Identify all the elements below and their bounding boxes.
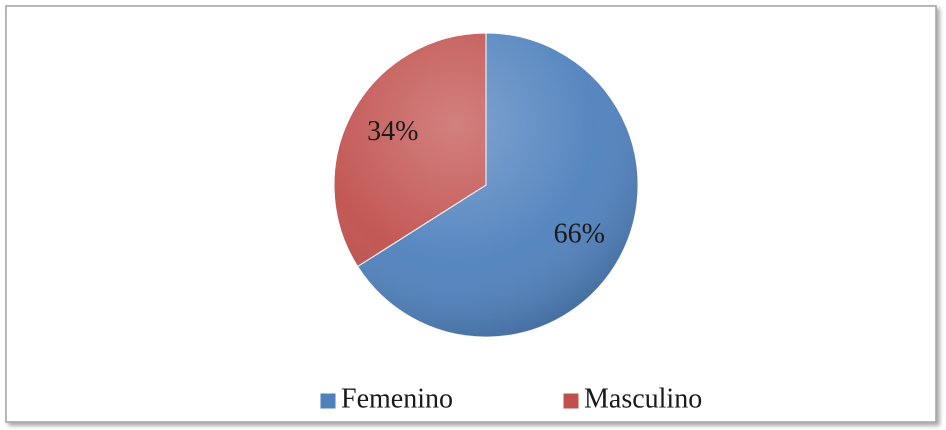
data-label: 66% [554,219,605,250]
legend-label: Femenino [341,383,453,414]
legend-swatch [319,392,337,410]
data-label: 34% [367,116,418,147]
legend-swatch [562,392,580,410]
legend-label: Masculino [584,383,702,414]
